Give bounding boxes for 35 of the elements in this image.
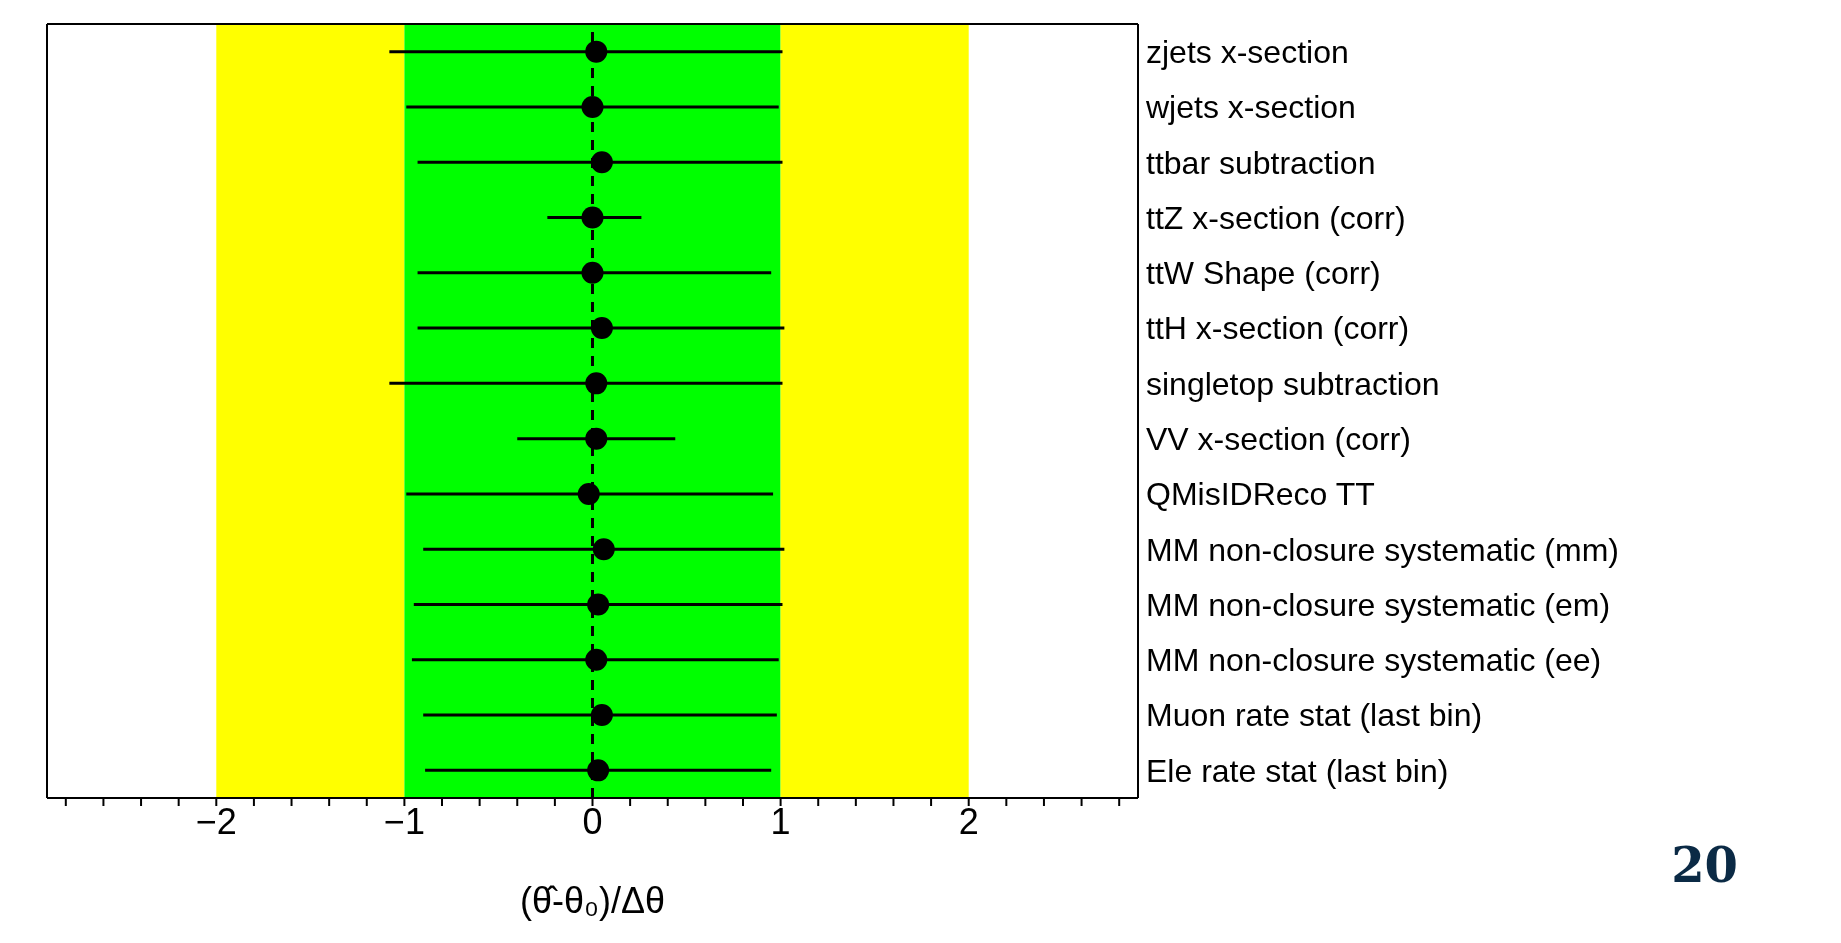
x-axis-title: (θ̂-θ₀)/Δθ (519, 880, 666, 921)
y-tick-label: ttW Shape (corr) (1146, 255, 1381, 292)
point (590, 704, 613, 727)
point (587, 759, 610, 782)
point (590, 317, 613, 340)
point (585, 427, 608, 450)
y-tick-label: VV x-section (corr) (1146, 421, 1411, 457)
point (585, 40, 608, 63)
x-tick-label: 2 (958, 800, 979, 842)
y-tick-label: MM non-closure systematic (em) (1146, 586, 1611, 623)
y-tick-label: ttZ x-section (corr) (1146, 199, 1406, 236)
y-tick-label: MM non-closure systematic (ee) (1146, 642, 1602, 679)
x-tick-label: −1 (383, 800, 425, 842)
y-tick-label: wjets x-section (1145, 89, 1356, 126)
y-tick-label: ttbar subtraction (1146, 144, 1376, 181)
y-tick-label: MM non-closure systematic (mm) (1146, 531, 1619, 568)
point (590, 151, 613, 174)
point (585, 648, 608, 671)
y-tick-label: Muon rate stat (last bin) (1146, 697, 1483, 734)
point (581, 261, 604, 284)
point (581, 95, 604, 118)
point (581, 206, 604, 229)
y-tick-label: zjets x-section (1146, 34, 1349, 70)
text: 20 (1671, 837, 1738, 893)
y-tick-label: singletop subtraction (1146, 365, 1440, 402)
point (587, 593, 610, 616)
point (577, 482, 600, 505)
y-tick-label: Ele rate stat (last bin) (1146, 752, 1449, 789)
y-tick-label: QMisIDReco TT (1146, 476, 1375, 513)
y-tick-label: ttH x-section (corr) (1146, 310, 1410, 347)
x-tick-label: 1 (770, 800, 791, 842)
point (592, 538, 615, 561)
x-tick-label: 0 (582, 800, 603, 842)
point (585, 372, 608, 395)
x-tick-label: −2 (195, 800, 237, 842)
